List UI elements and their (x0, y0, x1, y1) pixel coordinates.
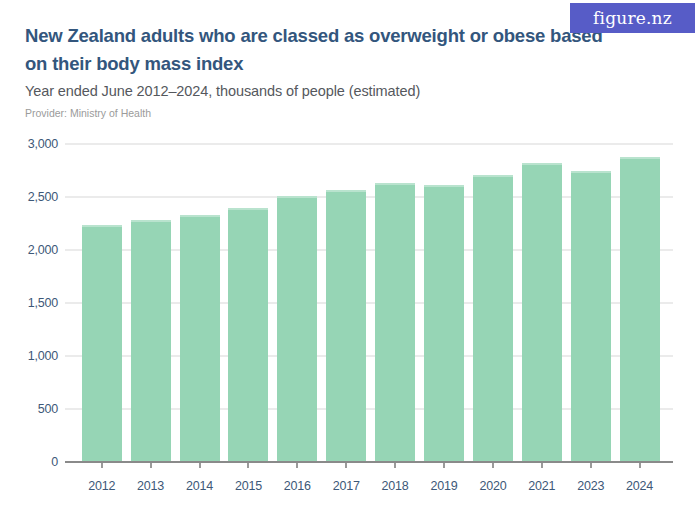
y-axis-tick-label: 1,000 (0, 348, 58, 364)
bar-2014[interactable] (180, 215, 220, 462)
x-axis-tick (541, 463, 543, 468)
gridline-3000 (65, 143, 673, 145)
x-axis-tick (492, 463, 494, 468)
x-axis-tick (394, 463, 396, 468)
x-axis-tick (150, 463, 152, 468)
bar-2021[interactable] (522, 163, 562, 462)
x-axis-tick-label: 2020 (469, 478, 517, 494)
x-axis-tick-label: 2017 (322, 478, 370, 494)
x-axis-tick-label: 2023 (567, 478, 615, 494)
x-axis-tick (443, 463, 445, 468)
x-axis-tick-label: 2024 (616, 478, 664, 494)
bar-2018[interactable] (375, 183, 415, 462)
y-axis-tick-label: 2,000 (0, 242, 58, 258)
y-axis-tick-label: 1,500 (0, 295, 58, 311)
bar-2012[interactable] (82, 225, 122, 462)
x-axis-tick (247, 463, 249, 468)
page: figure.nz New Zealand adults who are cla… (0, 0, 700, 525)
x-axis-tick-label: 2013 (127, 478, 175, 494)
x-axis-tick-label: 2016 (273, 478, 321, 494)
x-axis-line (65, 461, 673, 463)
bar-2016[interactable] (277, 196, 317, 462)
bar-2015[interactable] (228, 208, 268, 462)
x-axis-tick-label: 2015 (224, 478, 272, 494)
bar-2013[interactable] (131, 220, 171, 462)
x-axis-tick (639, 463, 641, 468)
x-axis-tick (590, 463, 592, 468)
x-axis-tick-label: 2021 (518, 478, 566, 494)
bar-2023[interactable] (571, 171, 611, 463)
x-axis-tick (296, 463, 298, 468)
x-axis-tick (101, 463, 103, 468)
bar-2017[interactable] (326, 190, 366, 462)
figure-nz-chart-page: { "header": { "logo_text": "figure.nz", … (0, 0, 700, 525)
x-axis-tick-label: 2012 (78, 478, 126, 494)
bar-2024[interactable] (620, 157, 660, 462)
y-axis-tick-label: 3,000 (0, 136, 58, 152)
bar-chart: 2012201320142015201620172018201920202021… (0, 0, 700, 525)
bar-2020[interactable] (473, 175, 513, 462)
x-axis-tick (345, 463, 347, 468)
bar-2019[interactable] (424, 185, 464, 462)
figure-nz-logo[interactable]: figure.nz (570, 3, 695, 33)
y-axis-tick-label: 2,500 (0, 189, 58, 205)
x-axis-tick-label: 2018 (371, 478, 419, 494)
y-axis-tick-label: 0 (0, 454, 58, 470)
x-axis-tick-label: 2019 (420, 478, 468, 494)
x-axis-tick (199, 463, 201, 468)
x-axis-tick-label: 2014 (176, 478, 224, 494)
figure-nz-logo-text: figure.nz (593, 8, 672, 28)
y-axis-tick-label: 500 (0, 401, 58, 417)
